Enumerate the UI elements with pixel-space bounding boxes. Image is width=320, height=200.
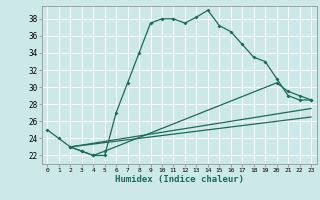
- X-axis label: Humidex (Indice chaleur): Humidex (Indice chaleur): [115, 175, 244, 184]
